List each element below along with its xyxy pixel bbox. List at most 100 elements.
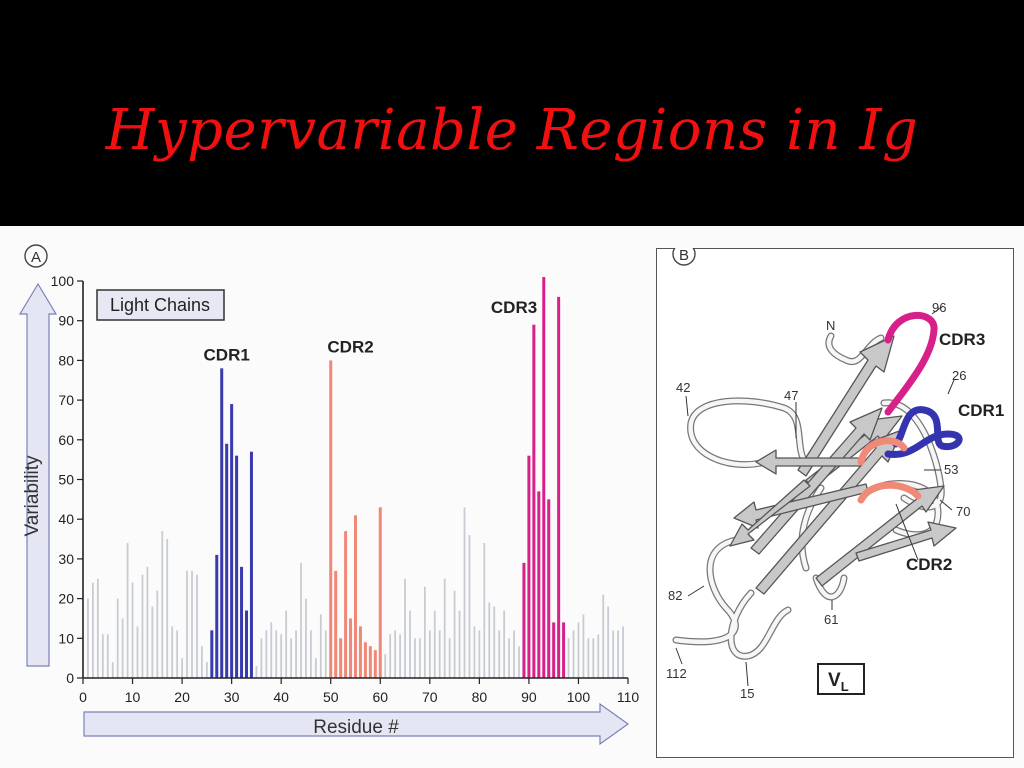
bar-framework-39 — [275, 630, 278, 678]
bar-framework-49 — [324, 630, 327, 678]
bar-framework-45 — [305, 598, 307, 678]
bar-framework-109 — [622, 626, 624, 678]
annotation-cdr3: CDR3 — [491, 298, 537, 317]
bar-framework-106 — [607, 606, 610, 678]
bar-cdr3-91 — [532, 324, 536, 678]
bar-framework-103 — [592, 638, 595, 678]
residue-label-n: N — [826, 318, 835, 333]
bar-framework-9 — [126, 543, 129, 678]
panel-b-circle — [672, 248, 696, 266]
vl-label-box — [817, 663, 865, 695]
bar-cdr1-26 — [210, 630, 214, 678]
annotation-cdr1: CDR1 — [204, 345, 250, 364]
bar-framework-102 — [587, 638, 590, 678]
y-tick-label-20: 20 — [58, 591, 74, 607]
residue-label-70: 70 — [956, 504, 970, 519]
panel-a-label: A — [31, 249, 41, 266]
bar-framework-74 — [448, 638, 451, 678]
bar-cdr1-29 — [225, 443, 229, 678]
cdr2-loop-b — [857, 481, 922, 504]
bar-cdr1-30 — [230, 404, 234, 678]
bar-framework-99 — [572, 630, 575, 678]
bar-framework-15 — [156, 590, 159, 678]
bar-framework-84 — [498, 630, 501, 678]
x-tick-label-20: 20 — [174, 689, 190, 705]
bar-framework-101 — [582, 614, 585, 678]
x-tick-label-60: 60 — [372, 689, 388, 705]
bar-framework-35 — [255, 666, 258, 678]
y-tick-label-0: 0 — [66, 670, 74, 686]
bar-framework-61 — [384, 654, 387, 678]
bar-framework-72 — [438, 630, 441, 678]
bar-cdr1-27 — [215, 554, 219, 678]
bar-framework-8 — [121, 618, 124, 678]
residue-label-112: 112 — [666, 666, 687, 681]
bar-framework-98 — [567, 638, 570, 678]
residue-label-61: 61 — [824, 612, 838, 627]
bar-framework-47 — [314, 658, 317, 678]
bar-framework-71 — [433, 610, 436, 678]
bar-framework-37 — [265, 630, 268, 678]
bar-framework-108 — [617, 630, 619, 678]
vl-ribbon-diagram: B — [666, 248, 1004, 701]
bar-framework-83 — [493, 606, 496, 678]
y-tick-label-40: 40 — [58, 511, 74, 527]
bar-cdr2-58 — [368, 646, 372, 678]
cdr1-loop — [884, 406, 963, 458]
bar-cdr2-60 — [378, 507, 382, 678]
legend-text: Light Chains — [110, 295, 210, 315]
x-tick-label-10: 10 — [125, 689, 141, 705]
bar-framework-63 — [394, 630, 397, 678]
bars-group — [87, 277, 624, 678]
bar-framework-22 — [191, 570, 193, 678]
x-axis-label: Residue # — [313, 717, 399, 738]
bar-framework-24 — [201, 646, 203, 678]
bar-cdr3-93 — [542, 277, 546, 678]
residue-label-47: 47 — [784, 388, 798, 403]
bar-framework-44 — [300, 562, 302, 678]
bar-framework-82 — [488, 602, 491, 678]
bar-framework-64 — [399, 634, 401, 678]
bar-cdr2-55 — [354, 515, 357, 678]
bar-cdr3-89 — [522, 562, 526, 678]
bar-framework-6 — [111, 662, 114, 678]
vl-label-sub: L — [841, 679, 849, 694]
cdr-loops — [857, 312, 963, 504]
bar-framework-16 — [161, 531, 164, 678]
bar-framework-43 — [295, 630, 297, 678]
residue-label-15: 15 — [740, 686, 754, 701]
bar-framework-86 — [508, 638, 510, 678]
leader-lines — [675, 305, 955, 687]
bar-framework-62 — [389, 634, 392, 678]
legend-box — [96, 289, 225, 321]
title-band: Hypervariable Regions in Ig — [0, 0, 1024, 226]
annotations-group: CDR1 CDR2 CDR3 — [204, 298, 538, 365]
bar-framework-23 — [196, 574, 198, 678]
bar-framework-10 — [131, 582, 134, 678]
bar-framework-7 — [116, 598, 119, 678]
bar-framework-88 — [518, 646, 520, 678]
bar-framework-78 — [468, 535, 471, 678]
y-tick-label-50: 50 — [58, 472, 74, 488]
bar-cdr1-28 — [220, 368, 224, 678]
bar-cdr1-33 — [245, 610, 248, 678]
bar-cdr2-54 — [349, 618, 353, 678]
bar-framework-81 — [483, 543, 486, 678]
bar-cdr1-32 — [240, 566, 244, 678]
bar-framework-14 — [151, 606, 154, 678]
residue-label-42: 42 — [676, 380, 690, 395]
y-axis-arrow — [18, 282, 58, 667]
bar-framework-17 — [166, 539, 169, 678]
bar-framework-105 — [602, 594, 605, 678]
bar-framework-40 — [280, 634, 283, 678]
y-tick-label-80: 80 — [58, 352, 74, 368]
bar-cdr3-94 — [547, 499, 551, 678]
x-tick-label-0: 0 — [79, 689, 87, 705]
y-tick-label-70: 70 — [58, 392, 74, 408]
x-tick-label-80: 80 — [472, 689, 488, 705]
bar-framework-18 — [171, 626, 174, 678]
bar-framework-11 — [136, 626, 139, 678]
bar-cdr2-57 — [363, 642, 367, 678]
bar-framework-12 — [141, 574, 144, 678]
variability-chart: A Variability Residue # Light Chains 0 10… — [18, 244, 639, 746]
